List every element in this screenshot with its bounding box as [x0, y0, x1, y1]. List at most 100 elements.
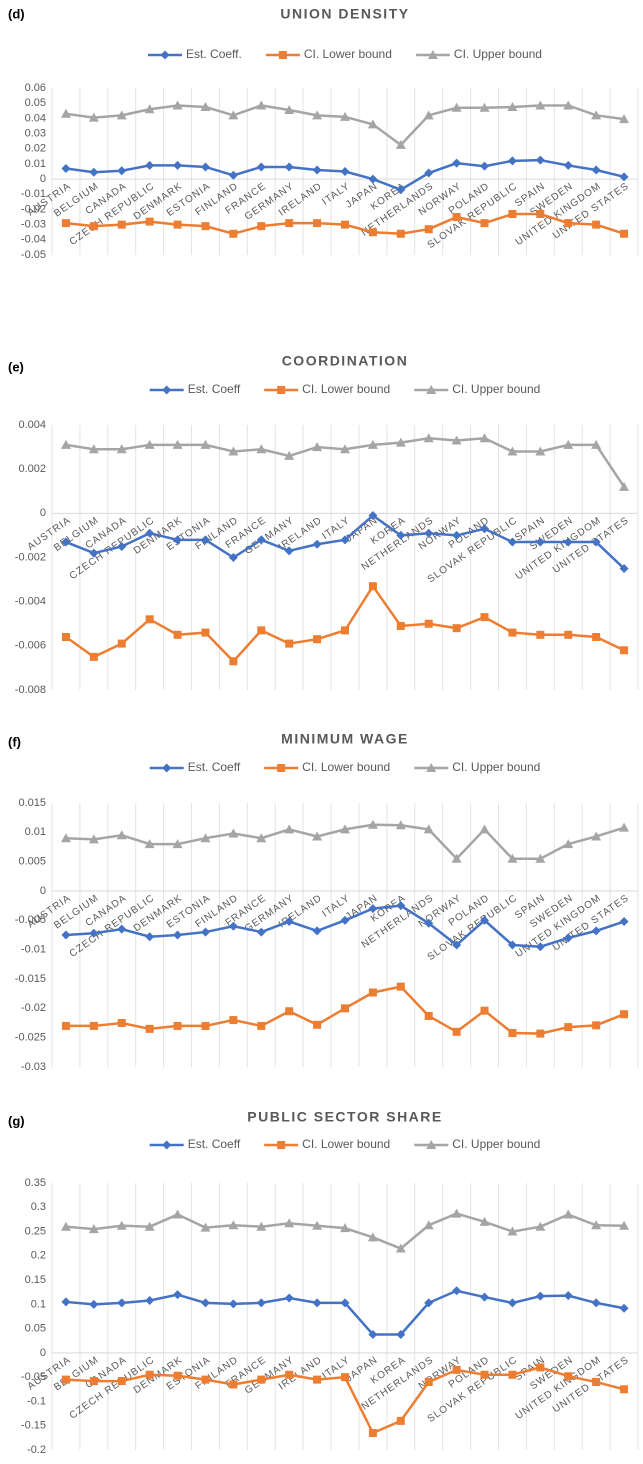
- data-point: [479, 824, 490, 834]
- data-point: [116, 444, 127, 454]
- y-tick-label: -0.2: [27, 1444, 46, 1456]
- data-point: [313, 1375, 322, 1384]
- data-point: [507, 853, 518, 863]
- data-point: [368, 1329, 378, 1339]
- data-point: [508, 210, 517, 219]
- data-point: [367, 819, 378, 829]
- data-point: [257, 222, 266, 231]
- data-point: [229, 229, 238, 238]
- data-point: [452, 1365, 461, 1374]
- data-point: [396, 185, 406, 195]
- data-point: [256, 100, 267, 110]
- data-point: [60, 108, 71, 118]
- data-point: [452, 940, 462, 950]
- data-point: [507, 156, 517, 166]
- data-point: [200, 1222, 211, 1232]
- y-tick-label: 0.2: [31, 1250, 46, 1262]
- legend-marker: [277, 1141, 286, 1149]
- data-point: [619, 564, 629, 574]
- data-point: [284, 546, 294, 556]
- data-point: [507, 1226, 518, 1236]
- data-point: [563, 439, 574, 449]
- y-tick-label: 0: [40, 173, 46, 185]
- data-point: [117, 924, 127, 934]
- data-point: [173, 1021, 182, 1030]
- data-point: [341, 220, 349, 229]
- data-point: [480, 219, 489, 228]
- data-point: [564, 219, 573, 228]
- data-point: [172, 100, 183, 110]
- data-point: [312, 831, 323, 841]
- chart-title: PUBLIC SECTOR SHARE: [247, 1109, 442, 1125]
- data-point: [61, 633, 70, 641]
- data-point: [424, 918, 434, 928]
- data-point: [340, 824, 350, 834]
- data-point: [340, 1298, 350, 1308]
- data-point: [480, 524, 490, 534]
- data-point: [88, 444, 99, 454]
- data-point: [256, 1221, 267, 1231]
- data-point: [229, 657, 238, 666]
- legend-marker: [162, 385, 172, 395]
- data-point: [61, 1021, 70, 1030]
- data-point: [257, 626, 266, 635]
- y-tick-label: 0.015: [18, 797, 46, 809]
- data-point: [619, 822, 630, 832]
- data-point: [424, 225, 433, 234]
- y-tick-label: -0.006: [15, 640, 46, 652]
- data-point: [285, 1370, 294, 1379]
- y-tick-label: 0.02: [25, 143, 46, 155]
- data-point: [424, 1378, 433, 1387]
- y-tick-label: -0.02: [21, 1002, 46, 1014]
- legend-label: CI. Upper bound: [452, 1137, 540, 1151]
- legend-marker: [162, 1140, 172, 1150]
- data-point: [88, 112, 99, 122]
- data-point: [228, 921, 238, 931]
- data-point: [173, 535, 183, 545]
- y-tick-label: 0.01: [25, 158, 46, 170]
- data-point: [173, 220, 182, 229]
- data-point: [89, 548, 99, 558]
- data-point: [591, 1220, 602, 1230]
- data-point: [536, 1029, 545, 1038]
- data-point: [563, 1291, 573, 1301]
- data-point: [535, 1221, 546, 1231]
- legend-label: Est. Coeff: [188, 760, 241, 774]
- y-tick-label: -0.025: [15, 1032, 46, 1044]
- data-point: [61, 537, 71, 547]
- y-tick-label: 0.1: [31, 1298, 46, 1310]
- y-tick-label: 0: [40, 885, 46, 897]
- data-point: [200, 439, 211, 449]
- data-point: [61, 163, 71, 173]
- legend-marker: [278, 51, 287, 59]
- legend-label: Est. Coeff.: [186, 47, 242, 61]
- y-tick-label: 0.15: [25, 1274, 46, 1286]
- data-point: [368, 1429, 377, 1438]
- data-point: [480, 1292, 490, 1302]
- data-point: [313, 219, 322, 228]
- legend-label: CI. Lower bound: [304, 47, 392, 61]
- data-point: [480, 1370, 489, 1379]
- data-point: [396, 621, 405, 630]
- data-point: [563, 1209, 574, 1219]
- legend-label: CI. Upper bound: [452, 760, 540, 774]
- data-point: [200, 833, 211, 843]
- data-point: [619, 114, 630, 124]
- chart-title: MINIMUM WAGE: [281, 731, 409, 747]
- data-point: [591, 926, 601, 936]
- data-point: [535, 853, 546, 863]
- data-point: [172, 1209, 183, 1219]
- data-point: [535, 446, 546, 456]
- legend-label: CI. Upper bound: [452, 382, 540, 396]
- data-point: [200, 101, 211, 111]
- data-point: [284, 1293, 294, 1303]
- data-point: [451, 102, 462, 112]
- data-point: [423, 110, 434, 120]
- data-point: [256, 444, 267, 454]
- data-point: [396, 530, 406, 540]
- data-point: [619, 917, 629, 927]
- legend-label: CI. Lower bound: [302, 1137, 390, 1151]
- data-point: [256, 927, 266, 937]
- legend-label: Est. Coeff: [188, 1137, 241, 1151]
- y-tick-label: -0.03: [21, 219, 46, 231]
